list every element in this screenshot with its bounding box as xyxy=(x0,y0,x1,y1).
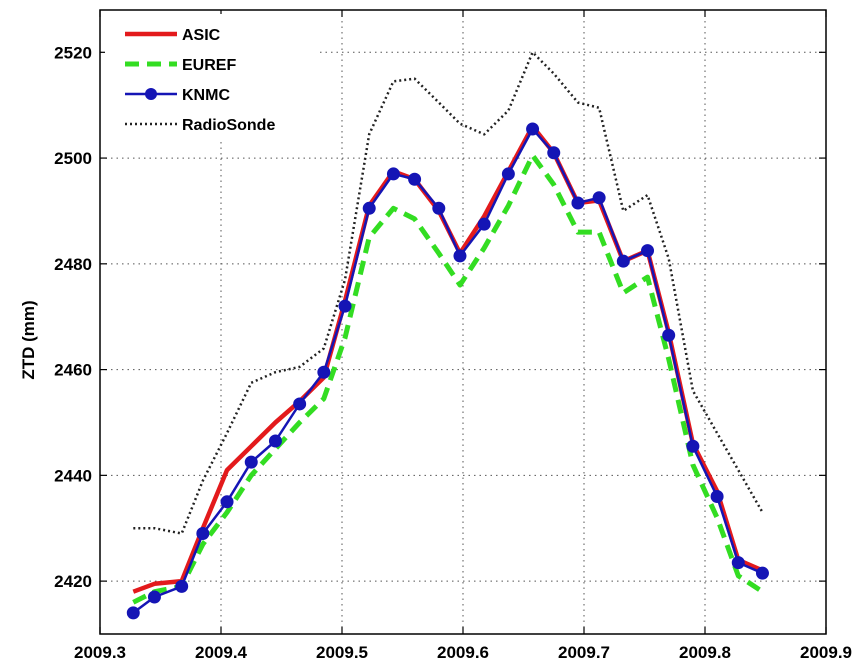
x-tick-label: 2009.6 xyxy=(437,643,489,662)
y-tick-label: 2420 xyxy=(54,572,92,591)
data-point-knmc xyxy=(731,556,745,570)
data-point-knmc xyxy=(408,172,422,186)
data-point-knmc xyxy=(220,495,234,509)
data-point-knmc xyxy=(477,217,491,231)
grid-lines xyxy=(100,10,826,634)
data-point-knmc xyxy=(126,606,140,620)
data-point-knmc xyxy=(547,146,561,160)
data-point-knmc xyxy=(432,201,446,215)
y-tick-label: 2440 xyxy=(54,466,92,485)
x-tick-label: 2009.5 xyxy=(316,643,368,662)
data-point-knmc xyxy=(386,167,400,181)
data-point-knmc xyxy=(175,579,189,593)
data-point-knmc xyxy=(268,434,282,448)
data-point-knmc xyxy=(147,590,161,604)
data-point-knmc xyxy=(616,254,630,268)
series-lines xyxy=(126,51,769,620)
x-tick-label: 2009.9 xyxy=(800,643,852,662)
data-point-knmc xyxy=(453,249,467,263)
data-point-knmc xyxy=(293,397,307,411)
x-tick-label: 2009.3 xyxy=(74,643,126,662)
legend-marker-knmc xyxy=(145,88,157,100)
y-tick-label: 2480 xyxy=(54,255,92,274)
x-tick-label: 2009.7 xyxy=(558,643,610,662)
data-point-knmc xyxy=(196,527,210,541)
series-line-radiosonde xyxy=(133,51,764,535)
data-point-knmc xyxy=(641,244,655,258)
y-tick-label: 2520 xyxy=(54,43,92,62)
data-point-knmc xyxy=(662,328,676,342)
data-point-knmc xyxy=(571,196,585,210)
legend: ASIC EUREF KNMC RadioSonde xyxy=(105,14,320,142)
series-line-knmc xyxy=(132,127,764,614)
legend-label-euref: EUREF xyxy=(182,57,236,74)
x-tick-label: 2009.8 xyxy=(679,643,731,662)
data-point-knmc xyxy=(710,490,724,504)
y-tick-label: 2500 xyxy=(54,149,92,168)
x-tick-labels: 2009.3 2009.4 2009.5 2009.6 2009.7 2009.8 2009… xyxy=(74,643,852,662)
x-tick-label: 2009.4 xyxy=(195,643,248,662)
series-line-euref xyxy=(132,152,764,605)
legend-label-knmc: KNMC xyxy=(182,87,230,104)
data-point-knmc xyxy=(592,191,606,205)
legend-label-radiosonde: RadioSonde xyxy=(182,117,275,134)
y-tick-labels: 2420 2440 2460 2480 2500 2520 xyxy=(54,43,92,591)
data-point-knmc xyxy=(362,201,376,215)
data-point-knmc xyxy=(686,439,700,453)
data-point-knmc xyxy=(755,566,769,580)
data-point-knmc xyxy=(244,455,258,469)
data-point-knmc xyxy=(338,299,352,313)
data-point-knmc xyxy=(526,122,540,136)
data-point-knmc xyxy=(317,365,331,379)
y-axis-label: ZTD (mm) xyxy=(19,300,38,379)
data-point-knmc xyxy=(501,167,515,181)
legend-label-asic: ASIC xyxy=(182,27,221,44)
y-tick-label: 2460 xyxy=(54,361,92,380)
